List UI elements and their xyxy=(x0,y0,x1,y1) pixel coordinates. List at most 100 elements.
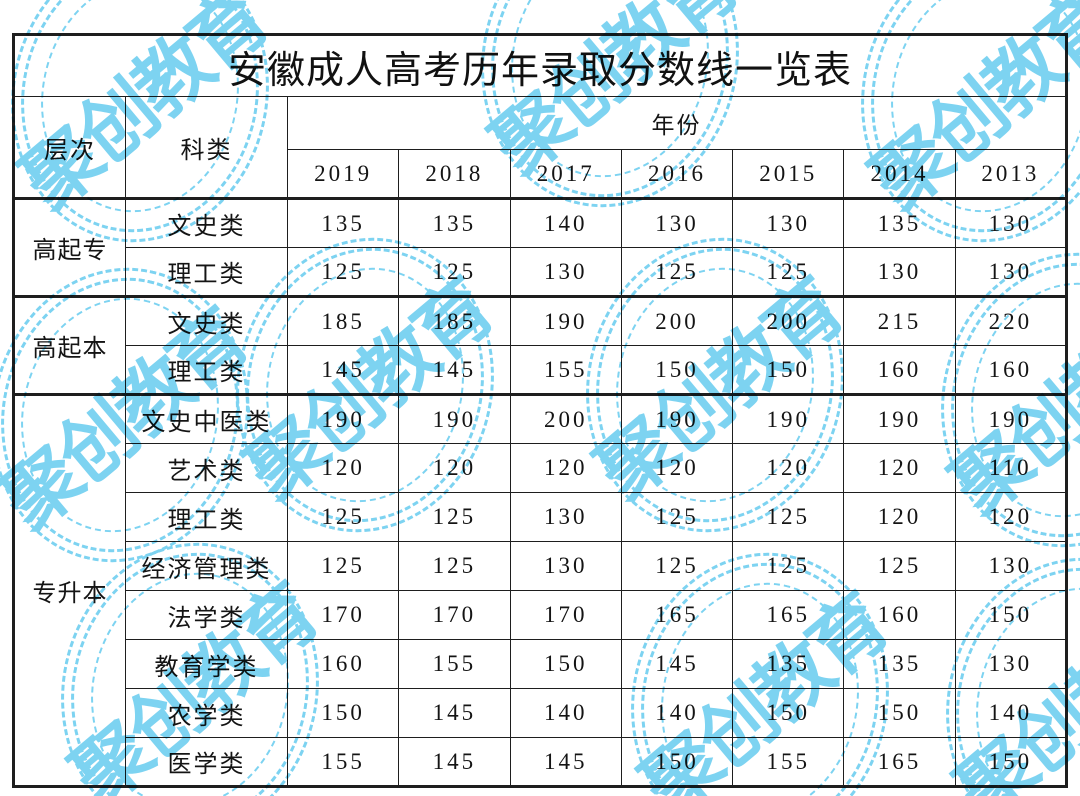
score-cell: 190 xyxy=(954,393,1068,444)
score-cell: 220 xyxy=(954,295,1068,346)
page-title: 安徽成人高考历年录取分数线一览表 xyxy=(13,34,1067,97)
score-cell: 145 xyxy=(398,345,511,395)
table-row: 理工类 125 125 130 125 125 120 120 xyxy=(14,492,1068,542)
score-cell: 155 xyxy=(732,737,845,787)
category-cell: 文史类 xyxy=(125,295,288,346)
level-cell: 高起本 xyxy=(13,295,126,395)
year-header-2015: 2015 xyxy=(732,149,845,200)
score-cell: 125 xyxy=(398,492,511,542)
score-cell: 125 xyxy=(286,541,400,591)
col-header-year-group: 年份 xyxy=(287,96,1067,150)
score-cell: 155 xyxy=(398,639,511,689)
category-cell: 理工类 xyxy=(125,492,288,542)
score-cell: 120 xyxy=(620,443,734,493)
score-cell: 185 xyxy=(286,295,400,346)
score-cell: 145 xyxy=(398,737,511,787)
category-cell: 文史中医类 xyxy=(125,393,288,444)
year-header-2018: 2018 xyxy=(398,149,511,200)
score-cell: 190 xyxy=(286,393,400,444)
year-header-2014: 2014 xyxy=(843,149,956,200)
score-cell: 170 xyxy=(398,590,511,640)
score-cell: 125 xyxy=(620,541,734,591)
score-cell: 165 xyxy=(843,737,956,787)
score-cell: 190 xyxy=(509,295,622,346)
table-row: 法学类 170 170 170 165 165 160 150 xyxy=(14,590,1068,640)
score-cell: 125 xyxy=(620,247,734,297)
table-row: 经济管理类 125 125 130 125 125 125 130 xyxy=(14,541,1068,591)
category-cell: 教育学类 xyxy=(125,639,288,689)
table-row: 高起本 文史类 185 185 190 200 200 215 220 xyxy=(13,295,1068,395)
score-cell: 110 xyxy=(954,443,1068,493)
table-body: 高起专 文史类 135 135 140 130 130 135 130 理工类 125 125 130 1… xyxy=(13,197,1068,787)
score-cell: 140 xyxy=(509,197,622,248)
score-cell: 140 xyxy=(509,688,622,738)
category-cell: 医学类 xyxy=(125,737,288,787)
score-cell: 130 xyxy=(954,247,1068,297)
score-cell: 150 xyxy=(509,639,622,689)
score-cell: 160 xyxy=(843,590,956,640)
score-cell: 165 xyxy=(620,590,734,640)
score-cell: 150 xyxy=(286,688,400,738)
category-cell: 艺术类 xyxy=(125,443,288,493)
category-cell: 理工类 xyxy=(125,247,288,297)
score-cell: 150 xyxy=(620,737,734,787)
score-cell: 170 xyxy=(286,590,400,640)
score-cell: 135 xyxy=(398,197,511,248)
score-cell: 130 xyxy=(954,541,1068,591)
score-cell: 150 xyxy=(732,345,845,395)
score-cell: 120 xyxy=(843,492,956,542)
category-cell: 文史类 xyxy=(125,197,288,248)
score-cell: 190 xyxy=(620,393,734,444)
score-cell: 135 xyxy=(843,197,956,248)
score-cell: 125 xyxy=(398,541,511,591)
score-cell: 130 xyxy=(954,639,1068,689)
score-cell: 125 xyxy=(620,492,734,542)
score-cell: 125 xyxy=(732,541,845,591)
score-cell: 130 xyxy=(509,247,622,297)
year-header-2019: 2019 xyxy=(286,149,400,200)
score-cell: 130 xyxy=(954,197,1068,248)
score-cell: 160 xyxy=(843,345,956,395)
table-row: 医学类 155 145 145 150 155 165 150 xyxy=(14,737,1068,787)
score-cell: 125 xyxy=(398,247,511,297)
score-cell: 125 xyxy=(732,492,845,542)
col-header-category: 科类 xyxy=(125,96,288,199)
score-cell: 150 xyxy=(843,688,956,738)
score-cell: 125 xyxy=(286,247,400,297)
score-cell: 120 xyxy=(732,443,845,493)
level-cell: 专升本 xyxy=(13,393,126,787)
table-row: 理工类 145 145 155 150 150 160 160 xyxy=(14,345,1068,395)
score-cell: 185 xyxy=(398,295,511,346)
score-cell: 190 xyxy=(398,393,511,444)
score-cell: 130 xyxy=(620,197,734,248)
score-cell: 120 xyxy=(286,443,400,493)
score-cell: 160 xyxy=(286,639,400,689)
score-cell: 150 xyxy=(620,345,734,395)
score-cell: 130 xyxy=(843,247,956,297)
score-cell: 140 xyxy=(620,688,734,738)
score-table: 安徽成人高考历年录取分数线一览表 层次 科类 年份 2019 2018 2017 20… xyxy=(12,33,1068,788)
score-cell: 200 xyxy=(620,295,734,346)
year-header-row: 2019 2018 2017 2016 2015 2014 2013 xyxy=(14,149,1068,200)
category-cell: 理工类 xyxy=(125,345,288,395)
table-row: 农学类 150 145 140 140 150 150 140 xyxy=(14,688,1068,738)
year-header-2013: 2013 xyxy=(954,149,1068,200)
score-cell: 200 xyxy=(509,393,622,444)
category-cell: 农学类 xyxy=(125,688,288,738)
score-cell: 135 xyxy=(843,639,956,689)
col-header-level: 层次 xyxy=(13,96,126,199)
score-cell: 145 xyxy=(620,639,734,689)
score-cell: 130 xyxy=(732,197,845,248)
score-cell: 125 xyxy=(286,492,400,542)
score-cell: 145 xyxy=(509,737,622,787)
score-cell: 165 xyxy=(732,590,845,640)
score-cell: 215 xyxy=(843,295,956,346)
score-cell: 160 xyxy=(954,345,1068,395)
header-row-top: 层次 科类 年份 xyxy=(13,96,1067,199)
category-cell: 法学类 xyxy=(125,590,288,640)
score-cell: 140 xyxy=(954,688,1068,738)
score-cell: 120 xyxy=(954,492,1068,542)
table-row: 理工类 125 125 130 125 125 130 130 xyxy=(14,247,1068,297)
score-cell: 150 xyxy=(732,688,845,738)
score-cell: 150 xyxy=(954,737,1068,787)
